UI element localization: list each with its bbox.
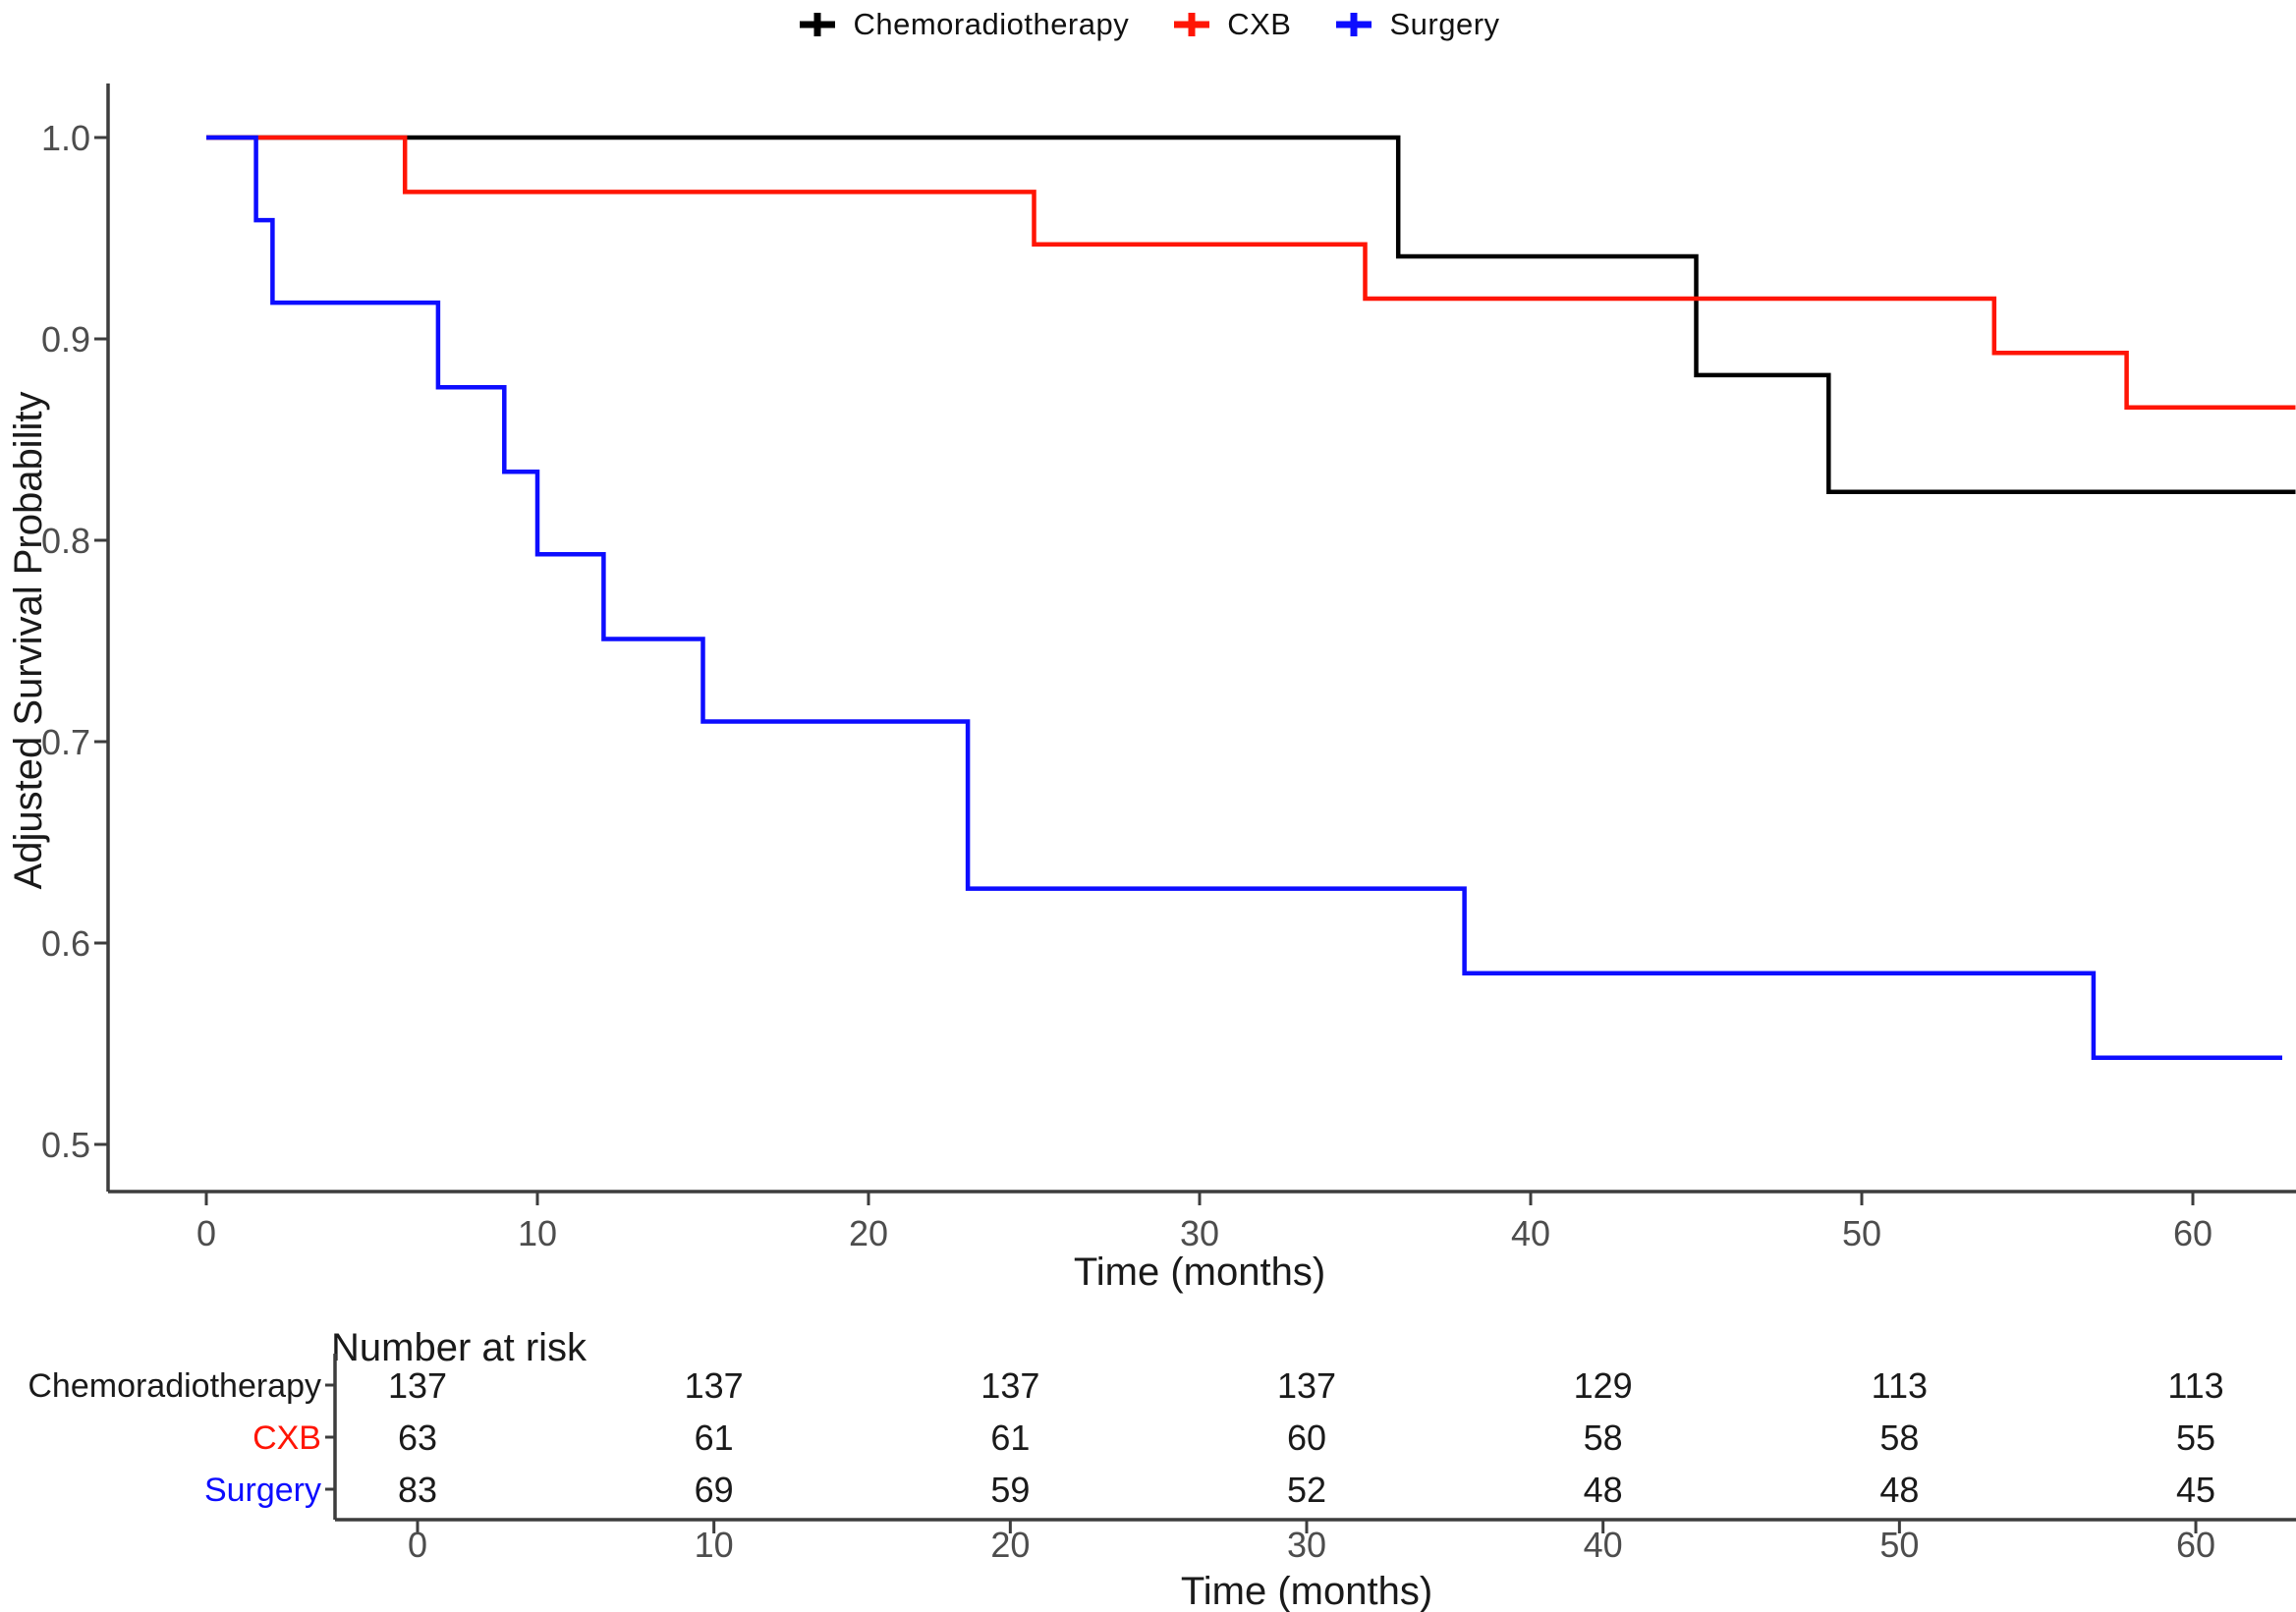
number-at-risk-table: Number at risk Time (months) Chemoradiot… <box>28 1326 2296 1612</box>
risk-row-label: CXB <box>252 1419 321 1457</box>
risk-row-label: Chemoradiotherapy <box>28 1367 321 1405</box>
risk-value: 129 <box>1574 1365 1633 1406</box>
y-tick-label: 0.5 <box>41 1125 90 1165</box>
risk-x-tick-label: 20 <box>990 1525 1030 1565</box>
y-tick-label: 1.0 <box>41 118 90 158</box>
risk-value: 60 <box>1287 1417 1326 1458</box>
x-tick-label: 50 <box>1842 1213 1881 1253</box>
risk-value: 48 <box>1584 1470 1623 1510</box>
risk-x-tick-label: 50 <box>1879 1525 1919 1565</box>
legend-item-chemoradiotherapy: Chemoradiotherapy <box>796 7 1129 42</box>
risk-x-axis-title: Time (months) <box>1181 1570 1432 1612</box>
risk-row-label: Surgery <box>204 1472 321 1509</box>
risk-x-tick-label: 10 <box>695 1525 734 1565</box>
x-tick-label: 30 <box>1180 1213 1219 1253</box>
risk-x-tick-label: 0 <box>408 1525 427 1565</box>
legend: Chemoradiotherapy CXB Surgery <box>0 2 2296 47</box>
axis-labels: Adjusted Survival Probability Time (mont… <box>7 392 1325 1294</box>
legend-label: Chemoradiotherapy <box>853 7 1130 41</box>
risk-x-tick-label: 60 <box>2176 1525 2215 1565</box>
risk-x-tick-label: 30 <box>1287 1525 1326 1565</box>
legend-label: Surgery <box>1389 7 1500 41</box>
plus-marker-icon <box>1174 13 1210 36</box>
x-tick-label: 40 <box>1511 1213 1550 1253</box>
curve-chemoradiotherapy <box>206 135 2296 495</box>
legend-label: CXB <box>1227 7 1292 41</box>
risk-value: 55 <box>2176 1417 2215 1458</box>
risk-value: 137 <box>980 1365 1039 1406</box>
risk-value: 137 <box>388 1365 447 1406</box>
risk-value: 113 <box>2167 1365 2223 1406</box>
risk-value: 63 <box>398 1417 437 1458</box>
risk-value: 52 <box>1287 1470 1326 1510</box>
risk-value: 83 <box>398 1470 437 1510</box>
plus-marker-icon <box>800 13 836 36</box>
x-axis-title: Time (months) <box>1074 1251 1325 1294</box>
risk-x-tick-label: 40 <box>1584 1525 1623 1565</box>
risk-value: 137 <box>685 1365 744 1406</box>
curve-surgery <box>206 135 2282 1061</box>
legend-item-cxb: CXB <box>1170 7 1291 42</box>
x-tick-label: 0 <box>196 1213 216 1253</box>
risk-value: 45 <box>2176 1470 2215 1510</box>
risk-value: 137 <box>1277 1365 1336 1406</box>
risk-value: 61 <box>695 1417 734 1458</box>
risk-value: 48 <box>1879 1470 1919 1510</box>
y-tick-label: 0.8 <box>41 521 90 561</box>
risk-value: 58 <box>1879 1417 1919 1458</box>
x-tick-label: 20 <box>849 1213 888 1253</box>
risk-value: 69 <box>695 1470 734 1510</box>
risk-value: 58 <box>1584 1417 1623 1458</box>
y-tick-label: 0.7 <box>41 722 90 762</box>
legend-item-surgery: Surgery <box>1332 7 1499 42</box>
risk-value: 113 <box>1872 1365 1928 1406</box>
y-tick-label: 0.9 <box>41 319 90 360</box>
risk-value: 61 <box>990 1417 1030 1458</box>
x-tick-label: 10 <box>518 1213 557 1253</box>
x-tick-label: 60 <box>2173 1213 2212 1253</box>
risk-value: 59 <box>990 1470 1030 1510</box>
number-at-risk-title: Number at risk <box>331 1326 588 1369</box>
plus-marker-icon <box>1336 13 1372 36</box>
survival-curves <box>206 135 2296 1061</box>
y-tick-label: 0.6 <box>41 923 90 964</box>
axes: 1.0 0.9 0.8 0.7 0.6 0.5 0 10 20 30 40 50 60 <box>41 83 2296 1253</box>
y-axis-title: Adjusted Survival Probability <box>7 392 50 890</box>
curve-cxb <box>206 135 2296 410</box>
